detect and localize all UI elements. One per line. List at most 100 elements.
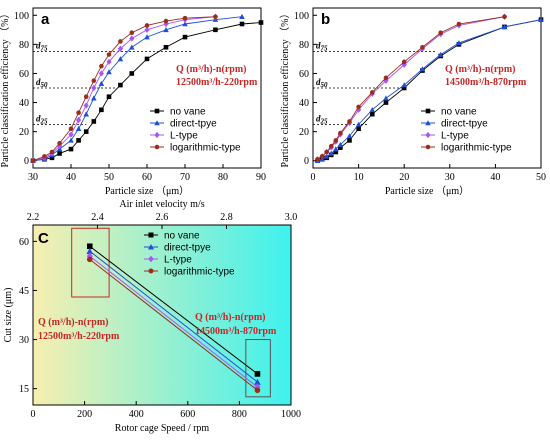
data-point <box>42 154 47 159</box>
data-point <box>76 110 81 116</box>
legend-marker <box>148 255 154 263</box>
series-line-0 <box>32 22 262 162</box>
data-point <box>338 145 343 150</box>
y-tick-label: 80 <box>299 40 309 51</box>
top-x-tick-label: 2.8 <box>220 212 233 223</box>
data-point <box>437 51 444 57</box>
d-label: d50 <box>316 77 328 89</box>
legend-label: L-type <box>441 131 469 142</box>
data-point <box>419 66 426 72</box>
data-point <box>68 146 74 152</box>
data-point <box>258 20 264 25</box>
data-point <box>86 252 93 260</box>
legend-marker <box>154 131 160 139</box>
d-label: d25 <box>316 113 328 125</box>
d-label: d50 <box>36 77 48 89</box>
data-point <box>213 27 218 33</box>
data-point <box>324 149 329 155</box>
data-point <box>182 34 188 40</box>
legend-marker <box>148 244 154 250</box>
series-line-2 <box>89 255 258 388</box>
legend-marker <box>154 120 160 126</box>
data-point <box>254 387 261 394</box>
x-tick-label: 70 <box>180 172 190 183</box>
x-tick-label: 20 <box>399 172 409 183</box>
y-axis-label: Cut size (μm) <box>3 288 14 343</box>
data-point <box>456 21 462 27</box>
data-point <box>401 85 407 91</box>
d-label: d75 <box>36 41 48 53</box>
x-tick-label: 10 <box>354 172 364 183</box>
panel-letter: b <box>321 11 330 28</box>
data-point <box>91 78 97 84</box>
data-point <box>30 158 36 164</box>
data-point <box>254 371 261 377</box>
y-tick-label: 60 <box>19 237 29 248</box>
data-point <box>106 69 112 75</box>
data-point <box>456 40 462 46</box>
x-tick-label: 800 <box>232 409 247 420</box>
legend-label: direct-tpye <box>441 119 488 130</box>
data-point <box>333 138 339 143</box>
y-tick-label: 80 <box>19 40 29 51</box>
data-point <box>57 140 62 146</box>
data-point <box>86 256 93 263</box>
data-point <box>383 75 389 81</box>
d-label: d75 <box>316 41 328 53</box>
condition-label-220rpm-line1: Q (m³/h)-n(rpm) <box>38 317 109 328</box>
chart-panel-b: 0 10 20 30 40 50 0 20 40 60 80 100 Particle size （μm… <box>279 7 546 197</box>
legend-marker <box>425 120 431 126</box>
legend-marker <box>154 144 160 150</box>
data-point <box>91 95 97 101</box>
data-point <box>144 26 150 33</box>
top-x-tick-label: 2.4 <box>91 212 104 223</box>
data-point <box>538 16 544 22</box>
data-point <box>144 56 150 62</box>
data-point <box>83 129 89 134</box>
data-point <box>83 94 89 100</box>
x-tick-label: 50 <box>536 172 546 183</box>
data-point <box>369 90 375 95</box>
data-point <box>356 106 362 113</box>
y-tick-label: 100 <box>294 11 309 22</box>
y-tick-label: 40 <box>299 98 309 109</box>
y-axis-label: Particle classification efficiency （%） <box>279 9 291 168</box>
data-point <box>383 77 389 84</box>
data-point <box>315 156 320 162</box>
series-line-3 <box>32 16 216 162</box>
x-tick-label: 1000 <box>281 409 301 420</box>
data-point <box>502 14 507 20</box>
top-x-tick-label: 3.0 <box>285 212 298 223</box>
data-point <box>319 154 325 159</box>
data-point <box>182 15 188 21</box>
x-tick-label: 60 <box>142 172 152 183</box>
data-point <box>144 23 150 28</box>
x-tick-label: 0 <box>311 172 316 183</box>
data-point <box>346 133 353 139</box>
data-point <box>98 70 104 77</box>
highlight-box-220rpm <box>71 227 110 298</box>
data-point <box>401 59 407 65</box>
legend-marker <box>154 108 160 114</box>
data-point <box>239 13 245 20</box>
data-point <box>213 14 218 20</box>
data-point <box>328 143 334 149</box>
series-line-1 <box>32 16 243 162</box>
data-point <box>83 111 89 117</box>
data-point <box>117 45 123 52</box>
chart-panel-c: 0 200 400 600 800 1000 15 30 45 60 2.2 2.4 2.6 2.8 3.0… <box>3 199 301 434</box>
condition-label-line2: 12500m³/h-220rpm <box>176 77 258 88</box>
y-tick-label: 45 <box>19 286 29 297</box>
data-point <box>117 56 124 62</box>
data-point <box>338 130 343 136</box>
data-point <box>68 126 74 132</box>
data-point <box>254 378 261 385</box>
data-point <box>129 35 135 42</box>
x-tick-label: 600 <box>180 409 195 420</box>
legend-marker <box>425 108 431 114</box>
data-point <box>57 151 62 156</box>
legend-label: logarithmic-type <box>441 143 512 154</box>
data-point <box>75 125 82 132</box>
data-point <box>76 138 81 143</box>
data-point <box>333 146 339 152</box>
